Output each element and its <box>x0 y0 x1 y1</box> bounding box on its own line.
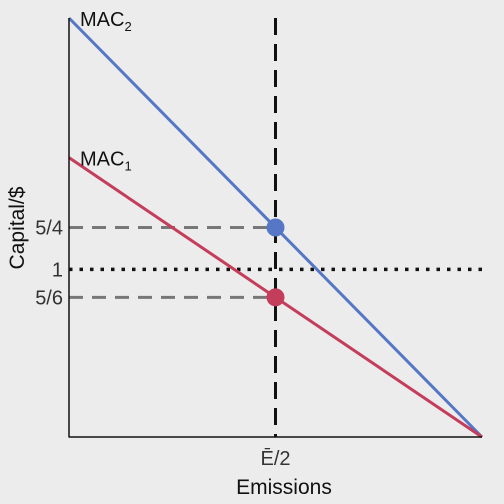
x-tick-label: Ē/2 <box>260 447 290 470</box>
y-axis-label: Capital/$ <box>6 186 29 269</box>
labels: Emissions Capital/$ 5/4 1 5/6 Ē/2 MAC2 MAC1 <box>6 9 332 499</box>
y-tick-label: 5/6 <box>35 287 63 309</box>
series-label-mac1: MAC1 <box>80 149 132 174</box>
series-markers <box>266 218 285 307</box>
marker-mac1 <box>266 288 285 307</box>
y-tick-label: 5/4 <box>35 218 63 240</box>
x-axis-label: Emissions <box>236 476 332 499</box>
marker-mac2 <box>266 218 285 237</box>
y-tick-label: 1 <box>52 259 63 281</box>
axes <box>68 18 482 438</box>
series-label-mac2: MAC2 <box>80 9 132 34</box>
